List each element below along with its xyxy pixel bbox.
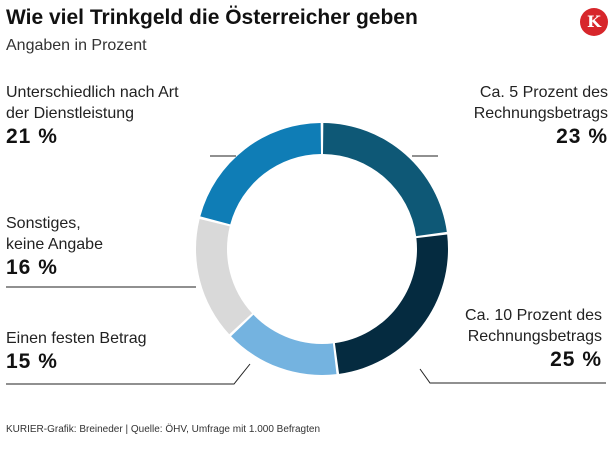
- kurier-logo: K: [580, 8, 608, 36]
- chart-title: Wie viel Trinkgeld die Österreicher gebe…: [6, 6, 418, 29]
- label-sonstiges: Sonstiges, keine Angabe 16 %: [6, 213, 103, 278]
- label-text-line: Rechnungsbetrags: [467, 328, 602, 345]
- label-text-line: Einen festen Betrag: [6, 330, 147, 347]
- label-text-line: Rechnungsbetrags: [473, 105, 608, 122]
- label-value: 25 %: [550, 348, 602, 371]
- label-text-line: Ca. 5 Prozent des: [479, 84, 608, 101]
- label-fester-betrag: Einen festen Betrag 15 %: [6, 328, 147, 372]
- label-value: 21 %: [6, 125, 58, 148]
- label-text-line: Unterschiedlich nach Art: [6, 84, 179, 101]
- label-text-line: Sonstiges,: [6, 215, 81, 232]
- label-text-line: Ca. 10 Prozent des: [465, 307, 602, 324]
- donut-slice: [196, 218, 253, 335]
- label-text-line: der Dienstleistung: [6, 105, 135, 122]
- label-ca-5-prozent: Ca. 5 Prozent des Rechnungsbetrags 23 %: [474, 82, 608, 147]
- source-note: KURIER-Grafik: Breineder | Quelle: ÖHV, …: [6, 424, 321, 435]
- label-unterschiedlich: Unterschiedlich nach Art der Dienstleist…: [6, 82, 179, 147]
- donut-slice: [322, 123, 447, 237]
- leader-line: [419, 368, 606, 384]
- donut-slice: [231, 314, 337, 376]
- label-text-line: keine Angabe: [6, 236, 103, 253]
- label-value: 15 %: [6, 350, 58, 373]
- leader-line: [6, 363, 251, 385]
- chart-subtitle: Angaben in Prozent: [6, 37, 147, 54]
- donut-slice: [334, 234, 449, 374]
- label-value: 23 %: [556, 125, 608, 148]
- label-ca-10-prozent: Ca. 10 Prozent des Rechnungsbetrags 25 %: [465, 305, 602, 370]
- label-value: 16 %: [6, 256, 58, 279]
- donut-slice: [200, 123, 322, 225]
